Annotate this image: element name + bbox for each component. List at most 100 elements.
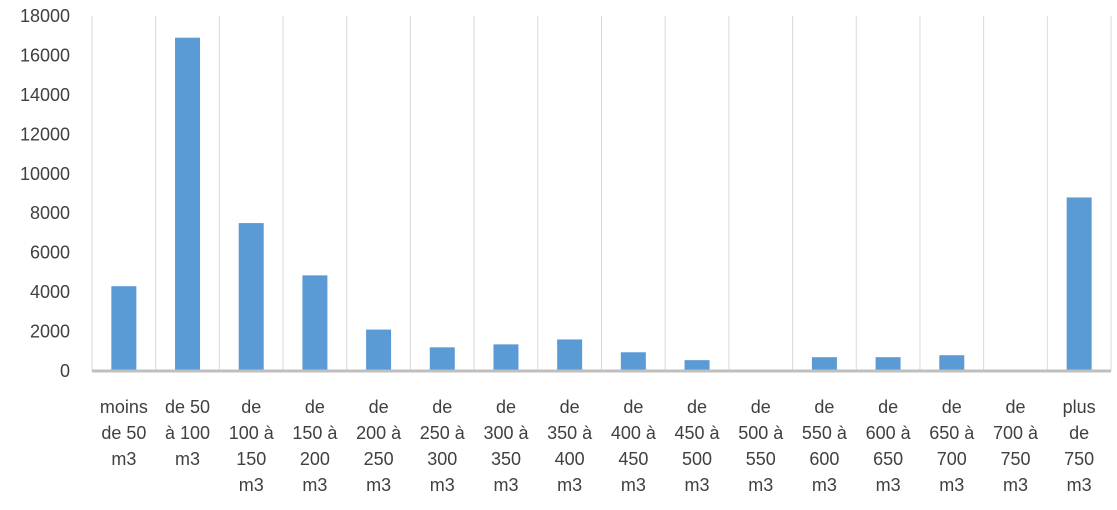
category-label-line: de (942, 397, 962, 417)
bar (811, 357, 837, 371)
category-label-line: m3 (302, 475, 327, 495)
category-label-line: 450 à (675, 423, 721, 443)
category-label-line: de (560, 397, 580, 417)
category-label-line: de (496, 397, 516, 417)
category-label-line: 150 à (292, 423, 338, 443)
category-label-line: 200 à (356, 423, 402, 443)
category-label-line: 250 (364, 449, 394, 469)
category-label-line: 200 (300, 449, 330, 469)
category-label-line: m3 (430, 475, 455, 495)
category-label-line: de (241, 397, 261, 417)
category-label-line: m3 (175, 449, 200, 469)
category-label-line: de (432, 397, 452, 417)
category-label-line: m3 (111, 449, 136, 469)
bar (875, 357, 901, 371)
category-label: de 400 à 450 m3 (611, 397, 657, 495)
category-label-line: de (751, 397, 771, 417)
y-tick-label: 12000 (20, 124, 70, 144)
category-label-line: m3 (1067, 475, 1092, 495)
category-label-line: m3 (939, 475, 964, 495)
bar (366, 329, 392, 371)
bar (238, 223, 264, 371)
category-label: de 600 à 650 m3 (866, 397, 912, 495)
category-label-line: 500 (682, 449, 712, 469)
y-tick-label: 8000 (30, 203, 70, 223)
category-label: de 350 à 400 m3 (547, 397, 593, 495)
category-label-line: de (305, 397, 325, 417)
y-tick-label: 14000 (20, 85, 70, 105)
category-label-line: m3 (239, 475, 264, 495)
category-label: de 50 à 100 m3 (165, 397, 210, 469)
category-label-line: 400 (555, 449, 585, 469)
category-label-line: de (623, 397, 643, 417)
category-label-line: m3 (366, 475, 391, 495)
bar (684, 360, 710, 371)
category-label: de 550 à 600 m3 (802, 397, 848, 495)
category-label: de 650 à 700 m3 (929, 397, 975, 495)
category-label-line: 250 à (420, 423, 466, 443)
category-label-line: de (687, 397, 707, 417)
y-tick-label: 2000 (30, 322, 70, 342)
category-label-line: 350 (491, 449, 521, 469)
category-label-line: 150 (236, 449, 266, 469)
y-tick-label: 0 (60, 361, 70, 381)
category-label: moins de 50 m3 (100, 397, 148, 469)
y-tick-label: 18000 (20, 6, 70, 26)
category-label-line: 300 (427, 449, 457, 469)
category-label-line: 750 (1000, 449, 1030, 469)
category-label-line: m3 (1003, 475, 1028, 495)
category-label: de 300 à 350 m3 (483, 397, 529, 495)
category-label-line: 500 à (738, 423, 784, 443)
category-label-line: moins (100, 397, 148, 417)
category-label-line: de (878, 397, 898, 417)
bar (620, 352, 646, 371)
category-label: de 450 à 500 m3 (675, 397, 721, 495)
bar (111, 286, 137, 371)
category-label-line: 300 à (483, 423, 529, 443)
category-label-line: m3 (876, 475, 901, 495)
category-label: plus de 750 m3 (1063, 397, 1096, 495)
category-label-line: m3 (748, 475, 773, 495)
category-label-line: 450 (618, 449, 648, 469)
y-tick-label: 6000 (30, 243, 70, 263)
category-label-line: 600 à (866, 423, 912, 443)
category-label-line: 600 (809, 449, 839, 469)
category-label-line: 700 à (993, 423, 1039, 443)
bar (1066, 197, 1092, 371)
bar (175, 37, 201, 371)
category-label-line: de (1069, 423, 1089, 443)
bar (493, 344, 519, 371)
y-tick-label: 10000 (20, 164, 70, 184)
category-label: de 700 à 750 m3 (993, 397, 1039, 495)
category-label-line: 550 (746, 449, 776, 469)
category-label-line: m3 (493, 475, 518, 495)
category-label-line: 400 à (611, 423, 657, 443)
category-label-line: 700 (937, 449, 967, 469)
category-label-line: de (1005, 397, 1025, 417)
y-tick-label: 4000 (30, 282, 70, 302)
category-label-line: m3 (685, 475, 710, 495)
category-label-line: 100 à (229, 423, 275, 443)
bar (429, 347, 455, 371)
category-label-line: plus (1063, 397, 1096, 417)
category-label-line: m3 (621, 475, 646, 495)
y-tick-label: 16000 (20, 45, 70, 65)
category-label: de 200 à 250 m3 (356, 397, 402, 495)
category-label-line: de (814, 397, 834, 417)
category-label-line: de 50 (101, 423, 146, 443)
category-label: de 100 à 150 m3 (229, 397, 275, 495)
category-label-line: 550 à (802, 423, 848, 443)
category-label: de 500 à 550 m3 (738, 397, 784, 495)
category-label-line: 650 (873, 449, 903, 469)
category-label-line: m3 (557, 475, 582, 495)
category-label-line: de 50 (165, 397, 210, 417)
category-label-line: 750 (1064, 449, 1094, 469)
bar (302, 275, 328, 371)
category-label: de 150 à 200 m3 (292, 397, 338, 495)
category-label-line: m3 (812, 475, 837, 495)
category-label-line: 350 à (547, 423, 593, 443)
category-label: de 250 à 300 m3 (420, 397, 466, 495)
category-label-line: 650 à (929, 423, 975, 443)
